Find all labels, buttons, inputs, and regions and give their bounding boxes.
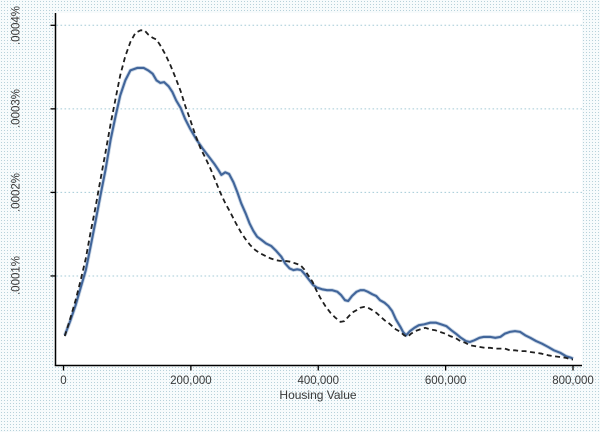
plot-area [55,13,582,366]
x-tick-label: 800,000 [552,375,594,387]
x-tick-label: 200,000 [170,375,212,387]
kdensity-solid-navy-halo [63,66,574,361]
y-tick-label: .0002% [10,172,23,212]
kdensity-solid-navy-curve [63,66,574,360]
x-tick-label: 0 [60,375,67,387]
x-tick-label: 600,000 [424,375,467,387]
y-tick-label: .0001% [10,256,23,296]
kdensity-dashed-black-curve [63,29,573,361]
y-tick-label: .0004% [10,5,23,45]
y-tick-label: .0003% [10,89,23,129]
x-axis-title: Housing Value [279,388,357,402]
x-tick-label: 400,000 [297,375,340,387]
